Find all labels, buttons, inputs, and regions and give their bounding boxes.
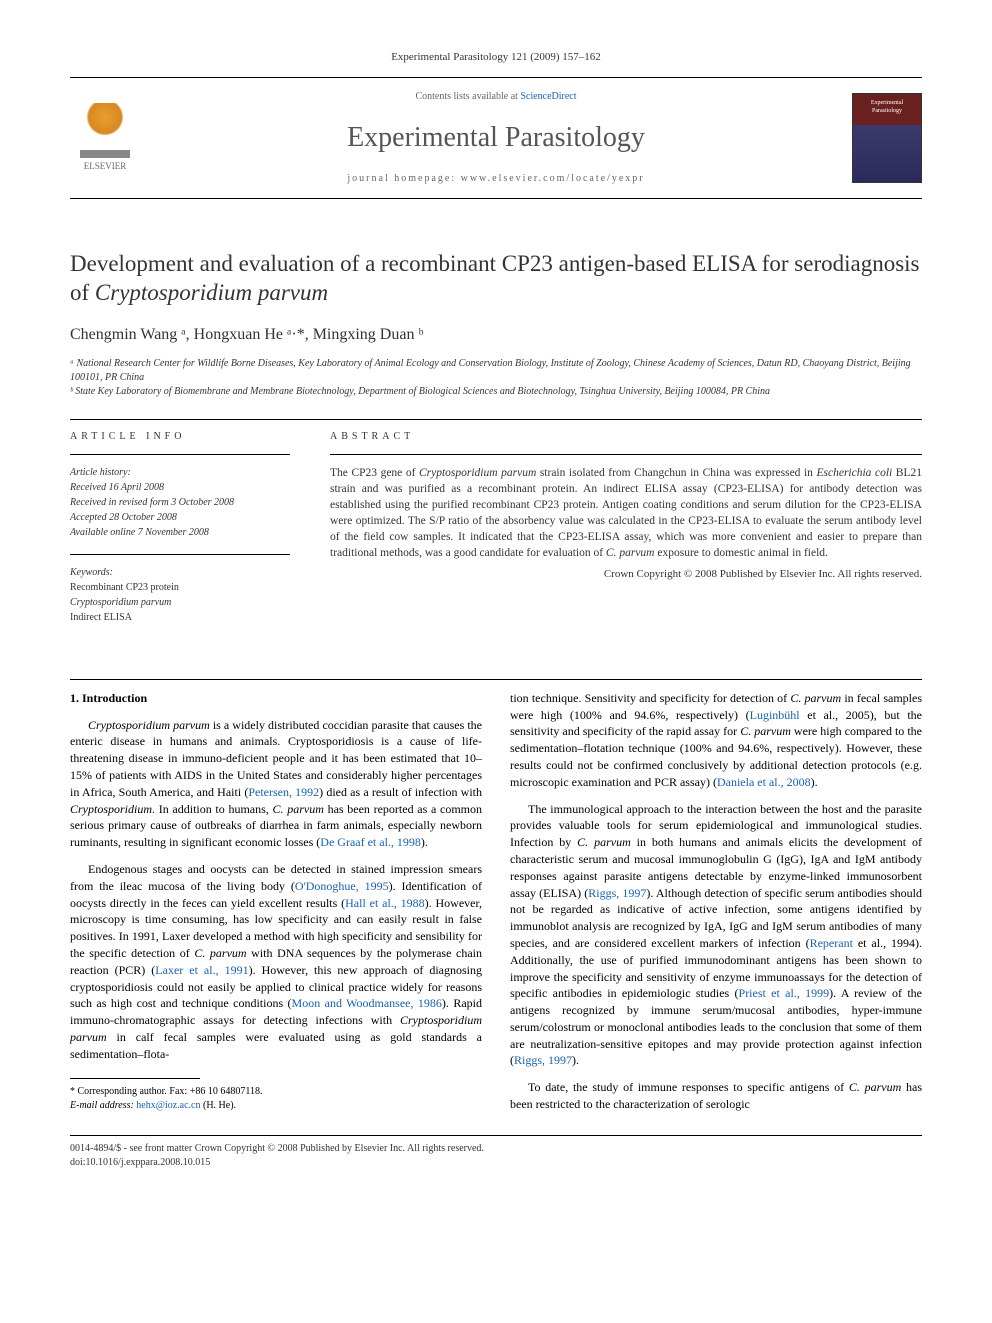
journal-name: Experimental Parasitology: [160, 118, 832, 157]
contents-prefix: Contents lists available at: [415, 91, 520, 102]
citation-link[interactable]: Riggs, 1997: [514, 1053, 572, 1067]
keyword: Indirect ELISA: [70, 610, 290, 625]
journal-header: ELSEVIER Contents lists available at Sci…: [70, 77, 922, 198]
divider: [70, 554, 290, 555]
divider: [330, 454, 922, 455]
abstract-block: ABSTRACT The CP23 gene of Cryptosporidiu…: [330, 430, 922, 639]
section-heading: 1. Introduction: [70, 690, 482, 707]
body-paragraph: Endogenous stages and oocysts can be det…: [70, 861, 482, 1063]
homepage-prefix: journal homepage:: [347, 173, 460, 184]
history-label: Article history:: [70, 465, 290, 480]
article-info-heading: ARTICLE INFO: [70, 430, 290, 444]
body-paragraph: The immunological approach to the intera…: [510, 801, 922, 1070]
keywords-label: Keywords:: [70, 565, 290, 580]
email-link[interactable]: hehx@ioz.ac.cn: [136, 1100, 200, 1111]
affiliations: ᵃ National Research Center for Wildlife …: [70, 357, 922, 399]
citation-link[interactable]: Laxer et al., 1991: [155, 963, 248, 977]
citation-link[interactable]: Hall et al., 1988: [345, 896, 425, 910]
body-columns: 1. Introduction Cryptosporidium parvum i…: [70, 690, 922, 1123]
elsevier-logo: ELSEVIER: [70, 103, 140, 173]
citation-link[interactable]: Moon and Woodmansee, 1986: [292, 996, 442, 1010]
journal-cover-thumbnail: [852, 93, 922, 183]
journal-reference: Experimental Parasitology 121 (2009) 157…: [70, 50, 922, 65]
elsevier-tree-icon: [80, 103, 130, 158]
affiliation-a: ᵃ National Research Center for Wildlife …: [70, 357, 922, 385]
citation-link[interactable]: De Graaf et al., 1998: [320, 835, 421, 849]
homepage-line: journal homepage: www.elsevier.com/locat…: [160, 172, 832, 186]
body-paragraph: To date, the study of immune responses t…: [510, 1079, 922, 1113]
email-suffix: (H. He).: [200, 1100, 236, 1111]
contents-line: Contents lists available at ScienceDirec…: [160, 90, 832, 104]
doi-line: doi:10.1016/j.exppara.2008.10.015: [70, 1156, 922, 1170]
citation-link[interactable]: Petersen, 1992: [248, 785, 319, 799]
citation-link[interactable]: Priest et al., 1999: [739, 986, 830, 1000]
authors-line: Chengmin Wang ᵃ, Hongxuan He ᵃ·*, Mingxi…: [70, 324, 922, 346]
accepted-date: Accepted 28 October 2008: [70, 510, 290, 525]
citation-link[interactable]: Daniela et al., 2008: [717, 775, 811, 789]
left-column: 1. Introduction Cryptosporidium parvum i…: [70, 690, 482, 1123]
title-species: Cryptosporidium parvum: [95, 280, 328, 305]
sciencedirect-link[interactable]: ScienceDirect: [520, 91, 576, 102]
right-column: tion technique. Sensitivity and specific…: [510, 690, 922, 1123]
bottom-divider: [70, 1135, 922, 1136]
body-paragraph: tion technique. Sensitivity and specific…: [510, 690, 922, 791]
article-title: Development and evaluation of a recombin…: [70, 249, 922, 309]
footnote-separator: [70, 1078, 200, 1079]
corresponding-footnote: * Corresponding author. Fax: +86 10 6480…: [70, 1085, 482, 1099]
homepage-url: www.elsevier.com/locate/yexpr: [461, 173, 645, 184]
abstract-heading: ABSTRACT: [330, 430, 922, 444]
citation-link[interactable]: Riggs, 1997: [588, 886, 646, 900]
body-paragraph: Cryptosporidium parvum is a widely distr…: [70, 717, 482, 851]
email-label: E-mail address:: [70, 1100, 136, 1111]
received-date: Received 16 April 2008: [70, 480, 290, 495]
online-date: Available online 7 November 2008: [70, 525, 290, 540]
article-info-block: ARTICLE INFO Article history: Received 1…: [70, 430, 290, 639]
revised-date: Received in revised form 3 October 2008: [70, 495, 290, 510]
abstract-copyright: Crown Copyright © 2008 Published by Else…: [330, 567, 922, 582]
abstract-text: The CP23 gene of Cryptosporidium parvum …: [330, 465, 922, 562]
citation-link[interactable]: Luginbühl: [750, 708, 800, 722]
publisher-name: ELSEVIER: [84, 160, 127, 173]
front-matter-line: 0014-4894/$ - see front matter Crown Cop…: [70, 1142, 922, 1156]
divider: [70, 679, 922, 680]
divider: [70, 454, 290, 455]
citation-link[interactable]: O'Donoghue, 1995: [295, 879, 389, 893]
keyword: Recombinant CP23 protein: [70, 580, 290, 595]
keyword: Cryptosporidium parvum: [70, 595, 290, 610]
affiliation-b: ᵇ State Key Laboratory of Biomembrane an…: [70, 385, 922, 399]
email-footnote: E-mail address: hehx@ioz.ac.cn (H. He).: [70, 1099, 482, 1113]
citation-link[interactable]: Reperant: [810, 936, 853, 950]
divider: [70, 419, 922, 420]
